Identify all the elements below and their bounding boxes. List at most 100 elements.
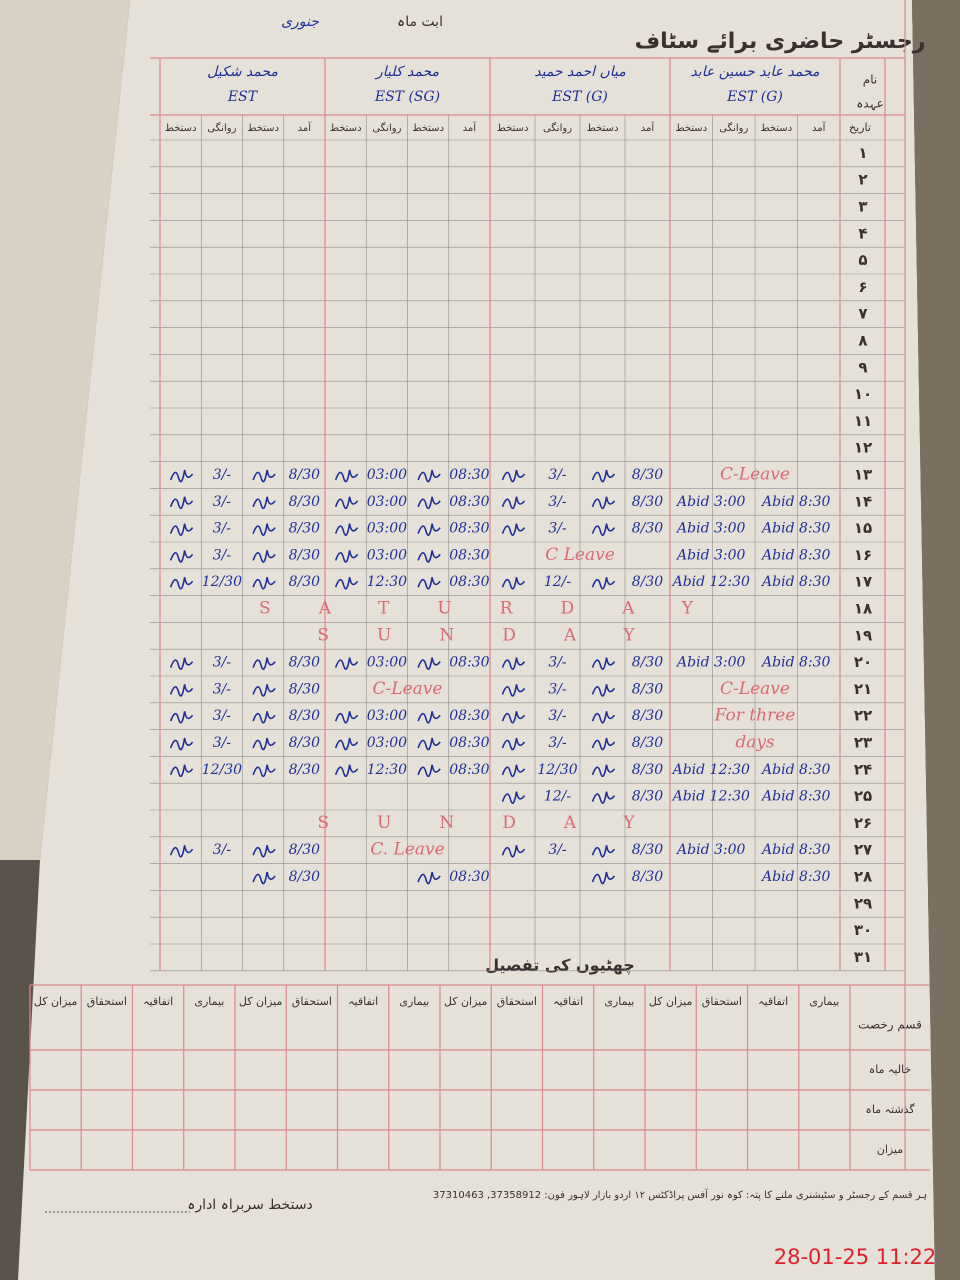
arrival: 3/-: [213, 494, 232, 510]
arrival: 3/-: [548, 467, 567, 483]
arrival: 12/30: [537, 762, 577, 778]
arrival: 3/-: [213, 735, 232, 751]
date: ۳۱: [854, 948, 872, 966]
staff-post: EST (G): [551, 89, 608, 105]
arrival: 03:00: [367, 655, 407, 671]
arrival: 12:30: [367, 762, 407, 778]
signature: [169, 496, 194, 510]
departure: 8/30: [289, 655, 321, 671]
arrival: 03:00: [367, 521, 407, 537]
column-header: روانگی: [207, 122, 236, 134]
date: ۱۸: [854, 600, 872, 618]
signature: [252, 684, 276, 697]
signature: [591, 523, 616, 536]
departure: 8/30: [289, 494, 321, 510]
signature: [169, 684, 194, 697]
arrival: 3/-: [548, 681, 567, 697]
column-header: آمد: [641, 121, 656, 134]
signature: [591, 711, 616, 724]
departure: 8/30: [632, 735, 664, 751]
signature: [252, 711, 276, 724]
signature: [334, 711, 359, 724]
signature: [591, 871, 616, 885]
arrival: 03:00: [367, 494, 407, 510]
departure: 8/30: [289, 735, 321, 751]
month-label: ابت ماہ: [397, 14, 443, 30]
departure: 08:30: [449, 869, 489, 885]
departure: 08:30: [449, 494, 489, 510]
arrival: 03:00: [367, 467, 407, 483]
date: ۱۱: [854, 412, 872, 430]
signature: [501, 737, 526, 751]
arrival: Abid 3:00: [675, 655, 745, 671]
post-label: عہدہ: [856, 97, 884, 111]
signature: [591, 657, 616, 670]
signature: [252, 469, 276, 483]
signature: [417, 577, 441, 590]
column-header: روانگی: [719, 122, 748, 134]
signature: [169, 764, 194, 778]
departure: 8/30: [289, 842, 321, 858]
date: ۱۴: [854, 492, 872, 510]
paper: [18, 0, 935, 1280]
date: ۵: [858, 251, 867, 269]
date: ۹: [858, 358, 867, 376]
signature: [252, 737, 276, 751]
signature: [417, 550, 441, 563]
signature: [169, 711, 194, 724]
arrival: 3/-: [213, 708, 232, 724]
signature: [591, 684, 616, 697]
signature: [334, 523, 359, 536]
signature: [501, 711, 526, 724]
arrival: 3/-: [213, 521, 232, 537]
signature: [417, 657, 441, 670]
arrival: 12/-: [544, 789, 572, 805]
arrival: 12/30: [202, 574, 242, 590]
footer-printer: ہر قسم کے رجسٹر و سٹیشنری ملنے کا پتہ: ک…: [433, 1188, 927, 1201]
arrival: 3/-: [213, 547, 232, 563]
departure: Abid 8:30: [760, 574, 830, 590]
departure: 8/30: [632, 842, 664, 858]
departure: 8/30: [632, 574, 664, 590]
column-header: دستخط: [412, 123, 444, 134]
column-header: دستخط: [497, 123, 529, 134]
departure: 8/30: [289, 547, 321, 563]
date-header: تاریخ: [849, 121, 871, 134]
signature: [252, 657, 276, 670]
signature: [417, 496, 441, 510]
date: ۲۷: [854, 841, 872, 859]
leave-column: استحقاق: [87, 995, 127, 1008]
staff-name: محمد شکیل: [207, 64, 278, 80]
previous-page: [0, 0, 130, 860]
signature: [501, 577, 526, 590]
departure: 8/30: [289, 521, 321, 537]
leave-row: خالیہ ماہ: [869, 1063, 911, 1076]
day-note: SUNDAY: [317, 813, 682, 833]
leave-column: بیماری: [809, 995, 839, 1008]
arrival: 12/30: [202, 762, 242, 778]
arrival: Abid 12:30: [671, 574, 750, 590]
departure: 8/30: [289, 708, 321, 724]
staff-name: محمد کلیار: [374, 64, 439, 80]
departure: 8/30: [632, 521, 664, 537]
staff-post: EST (SG): [374, 89, 440, 105]
arrival: 3/-: [213, 467, 232, 483]
departure: 08:30: [449, 762, 489, 778]
month: جنوری: [281, 14, 319, 30]
date: ۲۵: [854, 787, 872, 805]
leave-column: بیماری: [194, 995, 224, 1008]
column-header: آمد: [298, 121, 313, 134]
staff-name: میاں احمد حمید: [534, 64, 626, 80]
departure: Abid 8:30: [760, 655, 830, 671]
departure: Abid 8:30: [760, 494, 830, 510]
column-header: آمد: [463, 121, 478, 134]
column-header: روانگی: [543, 122, 572, 134]
day-note: SATURDAY: [259, 599, 741, 619]
signature: [252, 871, 276, 885]
signature: [591, 791, 616, 804]
footer-signature: دستخط سربراہ ادارہ: [187, 1197, 313, 1213]
signature: [501, 469, 526, 483]
arrival: 3/-: [548, 521, 567, 537]
date: ۱۵: [854, 519, 872, 537]
leave-column: بیماری: [399, 995, 429, 1008]
